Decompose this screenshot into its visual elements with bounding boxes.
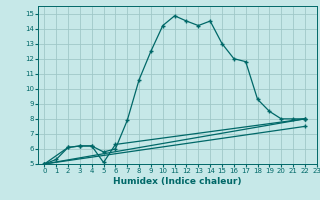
X-axis label: Humidex (Indice chaleur): Humidex (Indice chaleur) <box>113 177 242 186</box>
